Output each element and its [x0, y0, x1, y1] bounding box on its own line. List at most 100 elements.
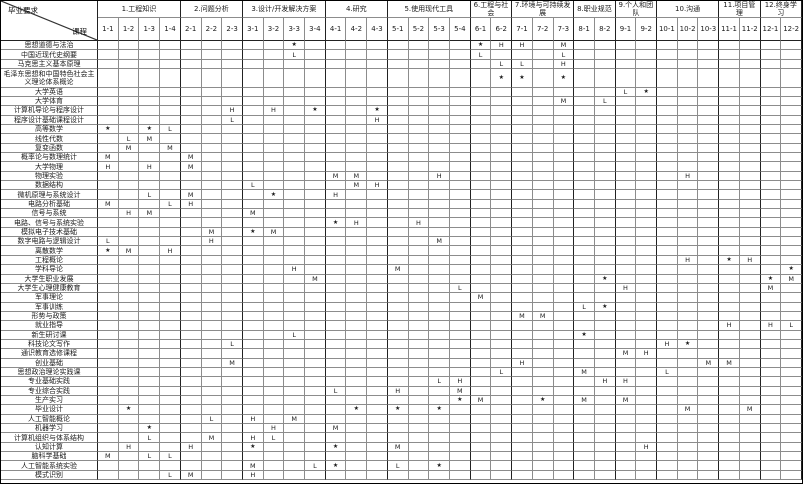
matrix-cell-empty: [532, 209, 554, 219]
matrix-cell-1-3-mark: ★: [139, 424, 161, 434]
matrix-cell-empty: [781, 69, 802, 88]
matrix-cell-3-2-mark: H: [263, 424, 285, 434]
matrix-cell-empty: [719, 190, 740, 200]
matrix-cell-3-1-mark: M: [242, 209, 264, 219]
matrix-cell-empty: [532, 339, 554, 350]
matrix-cell-empty: [739, 153, 761, 163]
matrix-cell-empty: [222, 461, 243, 471]
matrix-cell-empty: [491, 134, 513, 144]
matrix-cell-7-1-mark: M: [512, 311, 533, 322]
matrix-cell-empty: [470, 96, 492, 107]
matrix-cell-2-1-mark: H: [180, 442, 202, 453]
matrix-cell-empty: [325, 59, 347, 70]
matrix-cell-empty: [242, 59, 264, 70]
matrix-cell-empty: [387, 255, 409, 266]
matrix-cell-empty: [636, 246, 658, 256]
matrix-cell-empty: [594, 125, 616, 135]
matrix-cell-empty: [594, 106, 616, 116]
matrix-cell-empty: [491, 405, 513, 415]
matrix-cell-empty: [98, 311, 119, 322]
matrix-cell-empty: [408, 405, 430, 415]
matrix-cell-empty: [367, 96, 388, 107]
matrix-cell-11-2-mark: H: [739, 255, 761, 266]
matrix-cell-empty: [512, 199, 533, 210]
matrix-cell-empty: [450, 302, 471, 312]
matrix-cell-empty: [222, 367, 243, 378]
matrix-cell-empty: [284, 218, 306, 228]
matrix-cell-empty: [242, 199, 264, 210]
matrix-cell-empty: [367, 405, 388, 415]
matrix-cell-empty: [553, 255, 575, 266]
matrix-cell-empty: [429, 181, 450, 191]
matrix-cell-empty: [387, 339, 409, 350]
matrix-cell-empty: [367, 162, 388, 172]
matrix-cell-empty: [512, 171, 533, 182]
matrix-cell-empty: [284, 433, 306, 443]
matrix-cell-empty: [615, 274, 637, 284]
matrix-cell-empty: [222, 395, 243, 406]
matrix-cell-empty: [574, 181, 595, 191]
matrix-cell-empty: [346, 59, 368, 70]
matrix-cell-empty: [532, 274, 554, 284]
matrix-cell-empty: [532, 162, 554, 172]
sub-header-8-1: 8-1: [574, 18, 595, 41]
matrix-cell-11-1-mark: M: [719, 358, 740, 368]
matrix-cell-empty: [222, 171, 243, 182]
matrix-cell-3-1-mark: L: [242, 181, 264, 191]
matrix-cell-empty: [719, 405, 740, 415]
matrix-cell-empty: [139, 227, 161, 238]
matrix-cell-empty: [512, 330, 533, 340]
matrix-cell-empty: [615, 96, 637, 107]
matrix-cell-empty: [346, 134, 368, 144]
matrix-cell-empty: [532, 386, 554, 396]
matrix-cell-empty: [263, 311, 285, 322]
matrix-cell-empty: [284, 442, 306, 453]
matrix-cell-empty: [367, 377, 388, 387]
matrix-cell-empty: [719, 162, 740, 172]
matrix-cell-empty: [698, 395, 720, 406]
matrix-cell-empty: [387, 330, 409, 340]
matrix-cell-empty: [636, 106, 658, 116]
matrix-cell-empty: [636, 377, 658, 387]
matrix-cell-empty: [470, 265, 492, 275]
matrix-cell-empty: [201, 461, 223, 471]
matrix-cell-empty: [532, 414, 554, 424]
matrix-cell-empty: [346, 274, 368, 284]
matrix-cell-empty: [677, 143, 699, 154]
matrix-cell-empty: [594, 162, 616, 172]
matrix-cell-empty: [657, 41, 678, 51]
matrix-cell-2-1-mark: M: [180, 153, 202, 163]
matrix-cell-empty: [781, 162, 802, 172]
matrix-cell-empty: [305, 283, 326, 294]
matrix-cell-empty: [781, 470, 802, 481]
matrix-cell-empty: [284, 339, 306, 350]
matrix-cell-empty: [118, 41, 140, 51]
matrix-cell-empty: [98, 87, 119, 97]
matrix-cell-empty: [180, 339, 202, 350]
matrix-cell-empty: [698, 69, 720, 88]
matrix-cell-empty: [636, 115, 658, 125]
sub-header-3-4: 3-4: [305, 18, 326, 41]
matrix-cell-empty: [553, 190, 575, 200]
matrix-cell-empty: [594, 265, 616, 275]
matrix-cell-1-1-mark: ★: [98, 125, 119, 135]
matrix-cell-empty: [325, 367, 347, 378]
matrix-cell-empty: [222, 321, 243, 331]
matrix-cell-empty: [636, 293, 658, 303]
matrix-cell-empty: [615, 293, 637, 303]
matrix-cell-empty: [429, 302, 450, 312]
matrix-cell-4-2-mark: H: [346, 218, 368, 228]
sub-header-4-2: 4-2: [346, 18, 368, 41]
matrix-cell-2-3-mark: L: [222, 339, 243, 350]
matrix-cell-empty: [160, 386, 181, 396]
course-row-label: 模式识别: [1, 470, 98, 481]
matrix-cell-empty: [305, 87, 326, 97]
matrix-cell-empty: [636, 274, 658, 284]
matrix-cell-empty: [160, 302, 181, 312]
matrix-cell-5-1-mark: L: [387, 461, 409, 471]
matrix-cell-empty: [201, 358, 223, 368]
matrix-cell-empty: [512, 115, 533, 125]
matrix-cell-empty: [367, 442, 388, 453]
matrix-cell-empty: [760, 461, 782, 471]
matrix-cell-empty: [760, 452, 782, 462]
